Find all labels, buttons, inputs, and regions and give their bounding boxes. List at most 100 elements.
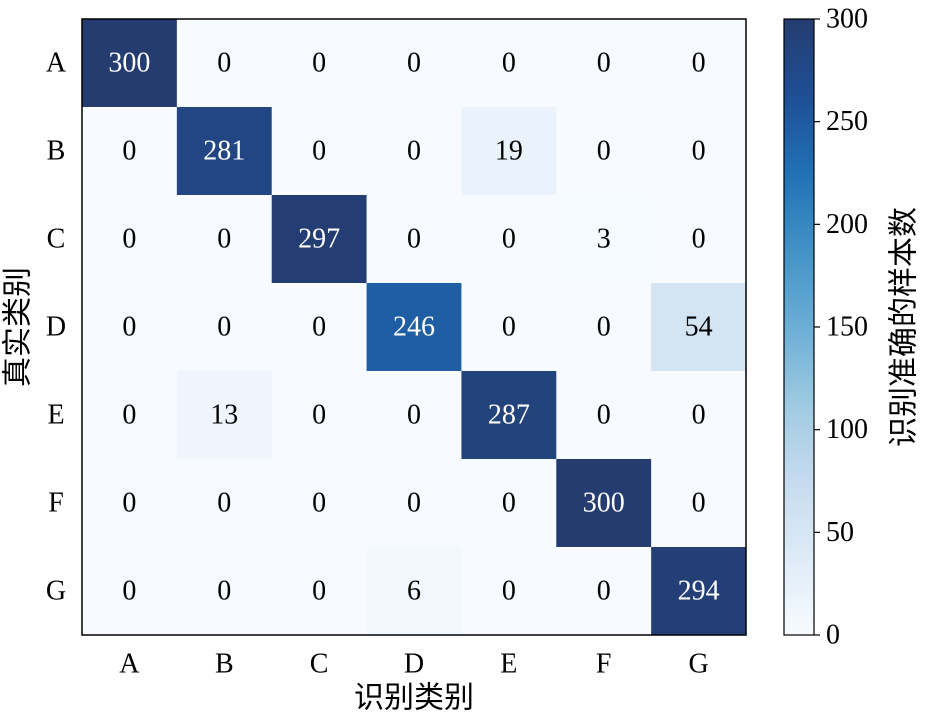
x-tick-label: C bbox=[310, 649, 329, 680]
heatmap-cell bbox=[461, 547, 557, 636]
colorbar-tick-label: 200 bbox=[826, 209, 868, 240]
cell-value-label: 0 bbox=[312, 488, 326, 519]
y-tick-label: E bbox=[47, 400, 64, 431]
cell-value-label: 0 bbox=[502, 224, 516, 255]
cell-value-label: 0 bbox=[407, 488, 421, 519]
heatmap-cell bbox=[176, 459, 273, 548]
x-axis-label: 识别类别 bbox=[354, 682, 474, 715]
heatmap-cell bbox=[366, 19, 462, 108]
cell-value-label: 0 bbox=[597, 48, 611, 79]
cell-value-label: 0 bbox=[217, 576, 231, 607]
heatmap-cell bbox=[461, 283, 557, 372]
x-tick-labels: A B C D E F G bbox=[119, 649, 708, 680]
cell-value-label: 0 bbox=[597, 576, 611, 607]
heatmap-cell bbox=[176, 371, 273, 460]
heatmap-cell bbox=[461, 107, 557, 196]
heatmap-cell bbox=[651, 547, 747, 636]
colorbar-ticks: 0 50 100 150 200 250 300 bbox=[814, 4, 868, 651]
cell-value-label: 0 bbox=[122, 576, 136, 607]
heatmap-cell bbox=[556, 107, 652, 196]
heatmap-cell bbox=[651, 459, 747, 548]
heatmap-cell bbox=[556, 459, 652, 548]
cell-value-label: 0 bbox=[312, 576, 326, 607]
y-tick-label: G bbox=[46, 576, 66, 607]
heatmap-cell bbox=[271, 107, 368, 196]
cell-value-label: 0 bbox=[502, 312, 516, 343]
heatmap-cell bbox=[271, 547, 368, 636]
colorbar-tick-label: 300 bbox=[826, 4, 868, 35]
y-tick-label: F bbox=[48, 488, 64, 519]
heatmap-cell bbox=[366, 371, 462, 460]
x-tick-label: E bbox=[500, 649, 517, 680]
colorbar-tick-label: 100 bbox=[826, 414, 868, 445]
heatmap-cell bbox=[366, 547, 462, 636]
cell-value-label: 13 bbox=[210, 400, 238, 431]
heatmap-cell bbox=[651, 19, 747, 108]
cell-value-label: 0 bbox=[407, 48, 421, 79]
heatmap-cell bbox=[366, 459, 462, 548]
cell-value-label: 300 bbox=[583, 488, 625, 519]
y-tick-label: C bbox=[47, 224, 66, 255]
cell-value-label: 0 bbox=[597, 312, 611, 343]
heatmap-cell bbox=[271, 195, 368, 284]
cell-value-label: 0 bbox=[407, 224, 421, 255]
heatmap-cell bbox=[651, 371, 747, 460]
cell-value-label: 246 bbox=[393, 312, 435, 343]
heatmap-cell bbox=[82, 107, 178, 196]
cell-value-label: 300 bbox=[108, 48, 150, 79]
colorbar-tick-label: 50 bbox=[826, 517, 854, 548]
cell-value-label: 0 bbox=[312, 136, 326, 167]
plot-frame bbox=[81, 18, 747, 636]
cell-value-label: 0 bbox=[502, 576, 516, 607]
cell-value-label: 0 bbox=[312, 400, 326, 431]
x-tick-label: D bbox=[404, 649, 424, 680]
x-tick-label: B bbox=[215, 649, 234, 680]
heatmap-cell bbox=[82, 547, 178, 636]
cell-value-label: 0 bbox=[502, 48, 516, 79]
heatmap-cell bbox=[82, 195, 178, 284]
cell-value-label: 0 bbox=[692, 488, 706, 519]
cell-value-label: 0 bbox=[217, 312, 231, 343]
heatmap-cell bbox=[82, 283, 178, 372]
x-tick-label: A bbox=[119, 649, 140, 680]
heatmap-cell bbox=[271, 371, 368, 460]
heatmap-cell bbox=[176, 107, 273, 196]
cell-value-label: 0 bbox=[122, 136, 136, 167]
cell-value-label: 287 bbox=[488, 400, 530, 431]
y-tick-label: A bbox=[46, 48, 67, 79]
heatmap-cell bbox=[556, 283, 652, 372]
colorbar-tick-label: 250 bbox=[826, 106, 868, 137]
cell-value-label: 0 bbox=[122, 488, 136, 519]
cell-value-label: 0 bbox=[217, 488, 231, 519]
colorbar-tick-label: 0 bbox=[826, 620, 840, 651]
heatmap-cell bbox=[176, 283, 273, 372]
cell-value-label: 0 bbox=[692, 136, 706, 167]
heatmap-cell bbox=[176, 195, 273, 284]
cell-value-label: 0 bbox=[407, 136, 421, 167]
heatmap-cell bbox=[556, 547, 652, 636]
heatmap-cell bbox=[651, 195, 747, 284]
y-tick-label: B bbox=[47, 136, 66, 167]
cell-value-label: 0 bbox=[122, 312, 136, 343]
cell-value-label: 294 bbox=[678, 576, 720, 607]
y-tick-label: D bbox=[46, 312, 66, 343]
cell-value-label: 0 bbox=[502, 488, 516, 519]
heatmap-cell bbox=[461, 371, 557, 460]
cell-value-label: 0 bbox=[122, 224, 136, 255]
cell-value-label: 297 bbox=[298, 224, 340, 255]
cell-value-label: 0 bbox=[312, 312, 326, 343]
x-tick-label: G bbox=[688, 649, 708, 680]
heatmap-cell bbox=[82, 19, 178, 108]
cell-value-label: 0 bbox=[407, 400, 421, 431]
heatmap-cell bbox=[271, 19, 368, 108]
heatmap-cell bbox=[271, 459, 368, 548]
heatmap-cell bbox=[651, 107, 747, 196]
heatmap-cell bbox=[82, 371, 178, 460]
heatmap-cell bbox=[366, 283, 462, 372]
heatmap-cell bbox=[461, 195, 557, 284]
y-tick-labels: A B C D E F G bbox=[46, 48, 67, 607]
cell-value-label: 0 bbox=[597, 400, 611, 431]
heatmap-cell bbox=[366, 107, 462, 196]
cell-value-label: 19 bbox=[495, 136, 523, 167]
